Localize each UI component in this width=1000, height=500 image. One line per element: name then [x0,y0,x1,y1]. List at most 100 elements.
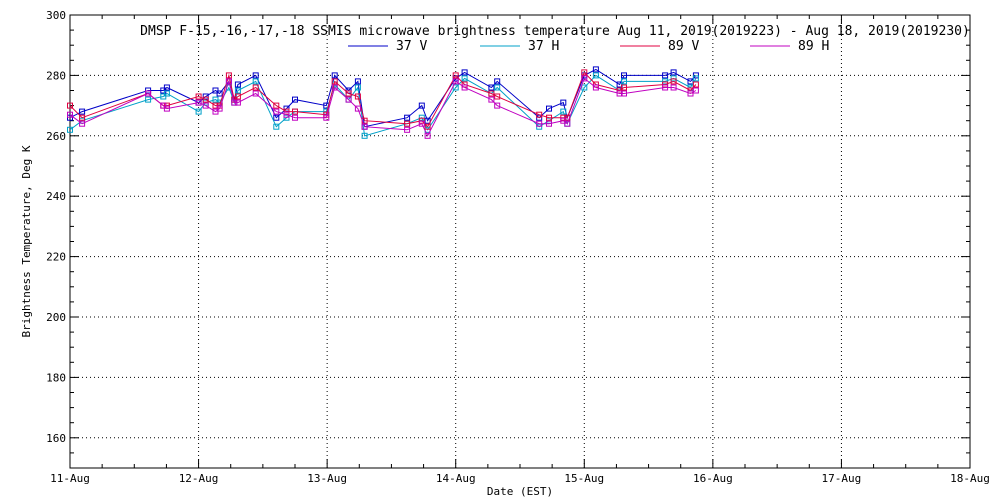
series-37-v [67,66,699,130]
data-point [216,90,223,97]
data-point [461,69,468,76]
data-point [67,102,73,109]
data-point [354,78,361,85]
data-point [592,72,599,79]
data-point [195,93,202,100]
data-point [662,78,669,85]
data-point [231,99,238,106]
data-point [234,99,241,106]
y-axis-label: Brightness Temperature, Deg K [20,145,33,337]
x-tick-label: 14-Aug [436,472,476,485]
x-tick-labels: 11-Aug 12-Aug 13-Aug 14-Aug 15-Aug 16-Aug 17-A… [50,472,990,485]
data-point [536,120,543,127]
y-tick-label: 260 [46,130,66,143]
x-tick-label: 13-Aug [307,472,347,485]
data-point [494,78,501,85]
data-point [345,90,352,97]
legend-label: 37 V [396,39,427,54]
data-point [252,84,259,91]
data-point [79,120,86,127]
data-point [546,120,552,127]
data-point [581,69,588,76]
data-point [560,99,567,106]
plot-frame [69,14,971,469]
data-point [252,90,259,97]
data-point [273,123,280,130]
data-point [202,102,209,109]
data-point [621,78,627,85]
data-point [418,120,425,127]
x-tick-label: 11-Aug [50,472,90,485]
data-point [225,78,232,85]
data-point [354,105,361,112]
data-point [354,84,361,91]
data-point [461,84,468,91]
data-point [488,96,495,103]
data-point [361,123,368,130]
data-point [692,81,699,88]
data-point [145,90,152,97]
data-point [616,90,623,97]
data-point [331,84,338,91]
data-point [536,111,543,118]
y-tick-label: 280 [46,69,66,82]
data-point [418,102,425,109]
data-point [202,96,209,103]
data-point [692,87,699,94]
y-tick-labels: 160 180 200 220 240 260 280 300 [46,9,66,445]
data-point [662,84,669,91]
data-point [252,78,259,85]
data-point [592,84,599,91]
data-point [461,75,468,82]
data-point [292,108,298,115]
data-point [283,108,290,115]
chart-title: DMSP F-15,-16,-17,-18 SSMIS microwave br… [140,24,970,39]
data-point [424,117,431,124]
data-point [564,120,571,127]
data-point [670,78,677,85]
data-point [452,78,459,85]
data-point [452,84,459,91]
legend-label: 89 H [798,39,829,54]
data-point [283,111,290,118]
data-point [79,114,86,121]
x-axis-label: Date (EST) [487,485,553,498]
x-tick-label: 15-Aug [564,472,604,485]
data-point [234,87,241,94]
x-tick-label: 18-Aug [950,472,990,485]
data-point [404,114,411,121]
data-point [292,96,298,103]
data-point [424,123,431,130]
series-line [69,77,697,137]
y-tick-label: 220 [46,251,66,264]
y-tick-label: 300 [46,9,66,22]
data-point [488,90,495,97]
data-point [581,84,588,91]
data-point [494,102,501,109]
series-line [69,68,697,128]
series-line [69,71,697,128]
data-point [621,90,627,97]
legend: 37 V 37 H 89 V 89 H [348,39,829,54]
data-point [225,72,232,79]
data-point [216,105,223,112]
data-point [163,105,170,112]
data-point [692,75,699,82]
data-point [662,72,669,79]
data-point [581,75,588,82]
data-point [546,114,552,121]
data-point [67,126,73,133]
data-point [354,93,361,100]
data-point [273,108,280,115]
data-point [67,111,73,118]
series-89-v [67,69,699,130]
y-tick-label: 240 [46,190,66,203]
data-point [670,69,677,76]
data-point [202,93,209,100]
legend-label: 89 V [668,39,699,54]
data-point [273,114,280,121]
data-point [292,114,298,121]
data-point [592,66,599,73]
data-point [546,105,552,112]
